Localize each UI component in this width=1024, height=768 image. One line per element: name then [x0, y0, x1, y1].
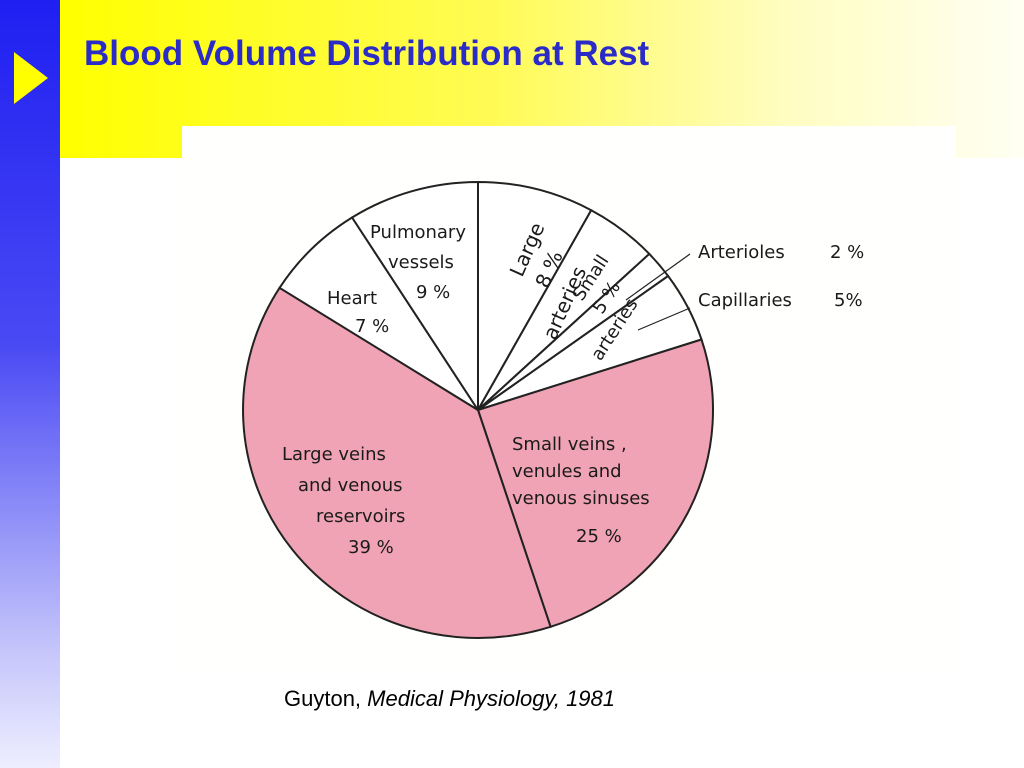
leader-line-arterioles: [625, 253, 691, 301]
slice-label-line: venous sinuses: [512, 488, 650, 509]
slice-label-arterioles: Arterioles 2 %: [698, 242, 864, 263]
slice-label-line: 9 %: [416, 282, 450, 303]
page-title: Blood Volume Distribution at Rest: [84, 34, 650, 73]
play-arrow-icon: [14, 52, 48, 104]
slice-label-heart: Heart 7 %: [327, 288, 389, 337]
slice-label-line: 39 %: [348, 537, 394, 558]
slice-label-line: and venous: [298, 475, 403, 496]
pie-slice-heart: [278, 216, 479, 411]
slice-label-line: Arterioles: [698, 242, 785, 263]
slice-label-line: vessels: [388, 252, 454, 273]
slice-label-line: 25 %: [576, 526, 622, 547]
slice-label-large-veins-and-venous-reservoirs: Large veins and venous reservoirs 39 %: [282, 444, 405, 558]
slice-label-line: 5%: [834, 290, 863, 311]
slice-label-line: Pulmonary: [370, 222, 466, 243]
slice-label-capillaries: Capillaries 5%: [698, 290, 863, 311]
pie-slice-small-veins-venules-and-venous-sinuses: [476, 338, 714, 629]
pie-slice-large-arteries: [477, 180, 593, 414]
sidebar-bar: [0, 0, 60, 768]
leader-line-capillaries: [637, 307, 691, 331]
pie-slice-pulmonary-vessels: [350, 180, 479, 414]
slice-label-line: 7 %: [355, 316, 389, 337]
slice-label-line: Heart: [327, 288, 377, 309]
caption-author: Guyton,: [284, 686, 362, 711]
source-caption: Guyton, Medical Physiology, 1981: [284, 686, 615, 712]
slice-label-line: venules and: [512, 461, 622, 482]
slice-label-line: 2 %: [830, 242, 864, 263]
slice-label-line: Large veins: [282, 444, 386, 465]
slice-label-pulmonary-vessels: Pulmonary vessels 9 %: [370, 222, 466, 303]
caption-work: Medical Physiology, 1981: [367, 686, 616, 711]
slice-label-line: Small veins ,: [512, 434, 627, 455]
pie-slices: [242, 180, 714, 639]
figure-panel: Large 8 % arteries Small 5 % arteries Arteriol…: [182, 126, 956, 672]
pie-slice-large-veins-and-venous-reservoirs: [242, 286, 552, 639]
slice-label-line: reservoirs: [316, 506, 405, 527]
slice-label-line: Capillaries: [698, 290, 792, 311]
slice-label-small-veins-venules-and-venous-sinuses: Small veins , venules and venous sinuses 25…: [512, 434, 650, 547]
